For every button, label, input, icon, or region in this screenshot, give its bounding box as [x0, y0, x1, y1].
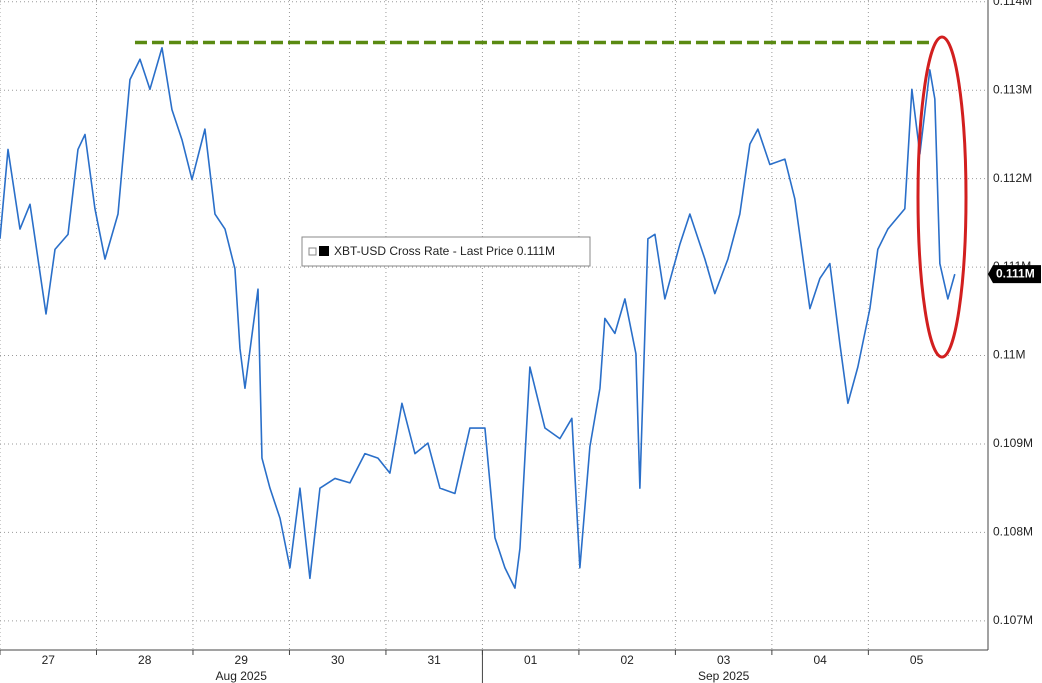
highlight-ellipse [916, 35, 968, 359]
legend-box [301, 236, 591, 267]
x-tick-label: 01 [524, 653, 538, 667]
plot-area [0, 0, 988, 650]
y-tick-label: 0.11M [993, 348, 1025, 362]
legend: XBT-USD Cross Rate - Last Price 0.111M [301, 236, 591, 267]
last-price-label: 0.111M [996, 266, 1035, 280]
price-line [0, 46, 956, 589]
last-price-tag [988, 265, 1041, 284]
x-tick-label: 05 [910, 653, 924, 667]
legend-toggle [308, 247, 317, 256]
x-tick-label: 28 [138, 653, 152, 667]
x-tick-label: 04 [813, 653, 827, 667]
y-tick-label: 0.109M [993, 436, 1033, 450]
month-label: Sep 2025 [698, 669, 750, 683]
x-tick-label: 31 [428, 653, 442, 667]
x-tick-label: 29 [235, 653, 249, 667]
y-tick-label: 0.112M [993, 171, 1032, 185]
x-tick-label: 03 [717, 653, 731, 667]
y-tick-label: 0.114M [993, 0, 1032, 8]
legend-label: XBT-USD Cross Rate - Last Price 0.111M [334, 244, 555, 258]
y-tick-label: 0.108M [993, 525, 1033, 539]
grid [0, 0, 988, 650]
y-tick-label: 0.107M [993, 613, 1033, 627]
legend-swatch [319, 246, 329, 256]
x-tick-label: 02 [620, 653, 634, 667]
x-tick-label: 30 [331, 653, 345, 667]
month-label: Aug 2025 [216, 669, 268, 683]
x-tick-label: 27 [42, 653, 56, 667]
marks [0, 40, 956, 589]
y-tick-label: 0.113M [993, 82, 1032, 96]
